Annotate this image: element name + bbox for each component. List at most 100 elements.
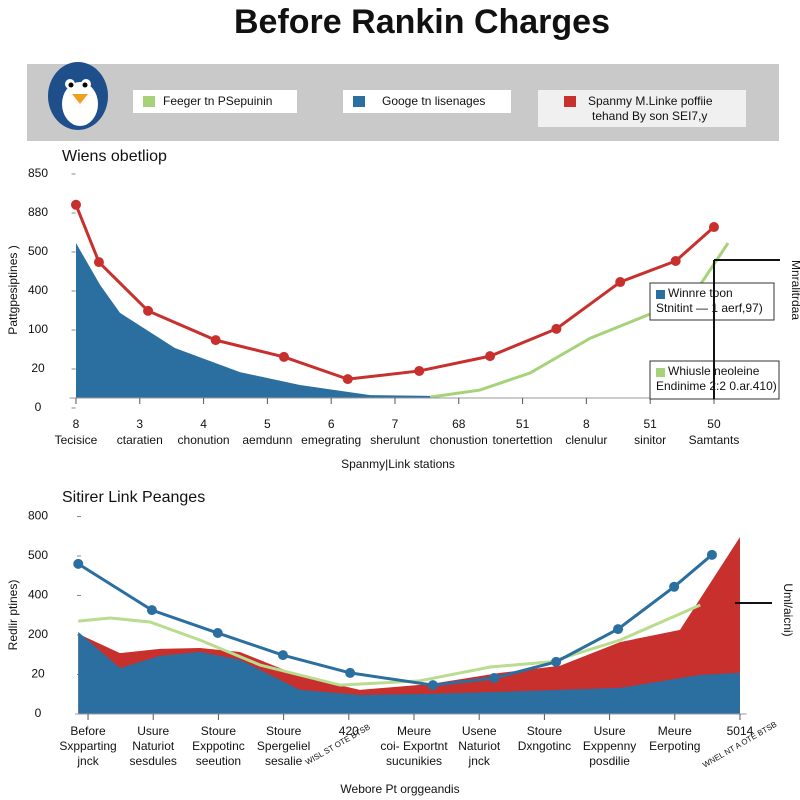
- x-tick-label: jnck: [468, 754, 491, 768]
- y-tick-label: 20: [31, 361, 45, 375]
- marker: [414, 365, 425, 376]
- x-tick-label: Tecisice: [55, 433, 98, 447]
- x-tick-label: 5014: [727, 724, 754, 738]
- x-tick-label: Usene: [462, 724, 497, 738]
- marker: [706, 549, 717, 560]
- y-tick-label: 20: [31, 667, 45, 681]
- x-tick-label: sinitor: [634, 433, 666, 447]
- marker: [670, 255, 681, 266]
- area: [75, 243, 431, 398]
- marker: [143, 305, 154, 316]
- marker: [613, 624, 624, 635]
- x-axis-label: Spanmy|Link stations: [341, 457, 455, 471]
- x-tick-label: Sxpparting: [59, 739, 116, 753]
- x-tick-label: Usure: [594, 724, 626, 738]
- annotation-box: [649, 282, 775, 321]
- x-tick-label: 8: [583, 417, 590, 431]
- x-tick-label: Before: [70, 724, 106, 738]
- x-tick-label: Usure: [137, 724, 169, 738]
- x-tick-label: sesdules: [130, 754, 177, 768]
- y-tick-label: 0: [35, 706, 42, 720]
- page-title: Before Rankin Charges: [234, 3, 610, 41]
- x-tick-label: Spergeliel: [257, 739, 310, 753]
- x-tick-label: Naturiot: [132, 739, 175, 753]
- marker: [345, 667, 356, 678]
- legend-swatch: [353, 96, 365, 107]
- y-tick-label: 850: [28, 166, 48, 180]
- legend-box: [133, 90, 297, 113]
- x-tick-label: clenulur: [565, 433, 607, 447]
- legend-label: Googe tn lisenages: [382, 94, 485, 108]
- legend-label: Spanmy M.Linke poffiie: [588, 94, 713, 108]
- y-tick-label: 800: [28, 509, 48, 523]
- line: [74, 204, 715, 381]
- x-tick-label: ctaratien: [117, 433, 163, 447]
- chart-title: Sitirer Link Peanges: [62, 489, 205, 506]
- x-tick-label: 8: [73, 417, 80, 431]
- marker: [669, 581, 680, 592]
- marker: [551, 656, 562, 667]
- y-axis-label: Pattgpesiptines ): [6, 245, 20, 334]
- marker: [70, 199, 81, 210]
- penguin-icon: [48, 62, 108, 130]
- x-tick-label: Eerpoting: [649, 739, 700, 753]
- annotation: WISL ST OTE BTSB: [304, 722, 372, 766]
- annotation-swatch: [656, 368, 665, 377]
- annotation: Winnre toon: [668, 286, 733, 300]
- y-tick-label: 500: [28, 548, 48, 562]
- x-tick-label: Exppenny: [583, 739, 636, 753]
- line: [78, 603, 701, 687]
- x-tick-label: sherulunt: [370, 433, 420, 447]
- annotation: Stnitint — 1 aerf,97): [656, 301, 763, 315]
- marker: [427, 680, 438, 691]
- legend-swatch: [564, 96, 576, 107]
- x-tick-label: 7: [392, 417, 399, 431]
- marker: [277, 650, 288, 661]
- x-tick-label: 5: [264, 417, 271, 431]
- side-label: Mnralitrdaa: [789, 260, 800, 320]
- x-tick-label: 50: [707, 417, 721, 431]
- x-tick-label: coi- Exportnt: [380, 739, 448, 753]
- x-tick-label: tonertettion: [493, 433, 553, 447]
- marker: [615, 277, 626, 288]
- x-tick-label: 68: [452, 417, 466, 431]
- area: [78, 631, 740, 714]
- y-tick-label: 500: [28, 244, 48, 258]
- marker: [210, 335, 221, 346]
- y-tick-label: 400: [28, 588, 48, 602]
- x-tick-label: Exppotinc: [192, 739, 245, 753]
- y-tick-label: 0: [35, 400, 42, 414]
- x-tick-label: posdilie: [589, 754, 630, 768]
- legend-label: Feeger tn PSepuinin: [163, 94, 272, 108]
- x-tick-label: Naturiot: [458, 739, 501, 753]
- x-tick-label: 6: [328, 417, 335, 431]
- y-tick-label: 200: [28, 627, 48, 641]
- x-tick-label: 420: [339, 724, 359, 738]
- marker: [278, 351, 289, 362]
- x-tick-label: Samtants: [689, 433, 740, 447]
- x-tick-label: sucunikies: [386, 754, 442, 768]
- x-tick-label: sesalie: [265, 754, 303, 768]
- marker: [73, 558, 84, 569]
- x-axis-label: Webore Pt orggeandis: [340, 782, 459, 796]
- marker: [93, 257, 104, 268]
- x-tick-label: chonution: [178, 433, 230, 447]
- x-tick-label: 4: [200, 417, 207, 431]
- legend-label: tehand By son SEI7,y: [592, 109, 707, 123]
- x-tick-label: Stoure: [527, 724, 563, 738]
- marker: [708, 222, 719, 233]
- y-axis-label: Redlir ptines): [6, 580, 20, 651]
- x-tick-label: Meure: [397, 724, 431, 738]
- y-tick-label: 100: [28, 322, 48, 336]
- x-tick-label: Dxngotinc: [518, 739, 571, 753]
- chart-title: Wiens obetliop: [62, 148, 167, 165]
- marker: [146, 605, 157, 616]
- x-tick-label: Stoure: [201, 724, 237, 738]
- y-tick-label: 880: [28, 205, 48, 219]
- x-tick-label: seeution: [196, 754, 241, 768]
- marker: [342, 374, 353, 385]
- x-tick-label: chonustion: [430, 433, 488, 447]
- marker: [551, 323, 562, 334]
- side-label: Uml/aicni): [781, 583, 795, 636]
- x-tick-label: 3: [136, 417, 143, 431]
